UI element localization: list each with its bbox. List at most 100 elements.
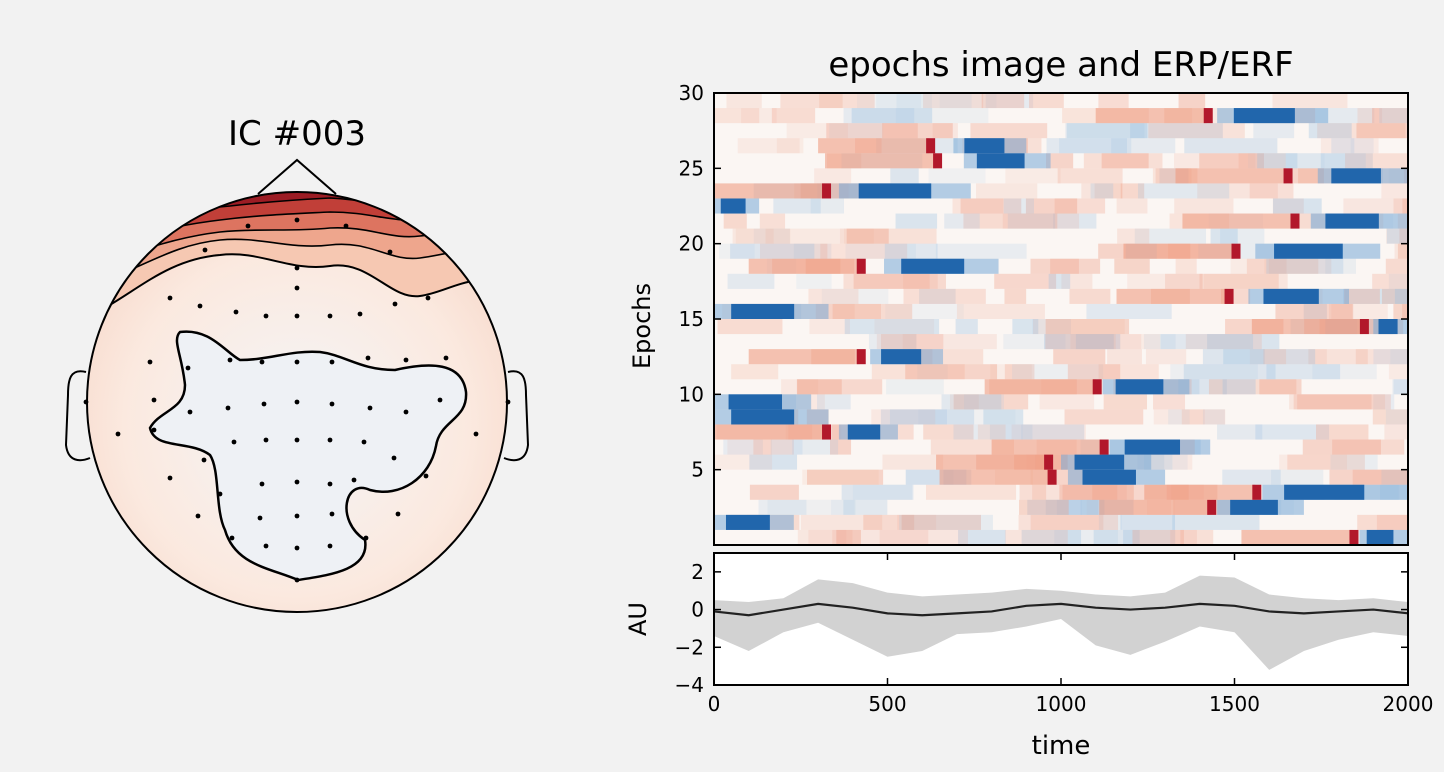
heatmap-noise <box>919 288 956 304</box>
heatmap-noise <box>1397 243 1408 259</box>
heatmap-blue-core <box>1325 213 1379 229</box>
heatmap-noise <box>1086 303 1172 319</box>
heatmap-noise <box>1032 319 1071 335</box>
heatmap-noise <box>1343 198 1408 214</box>
epochs-heatmap <box>714 93 1408 545</box>
heatmap-noise <box>796 273 832 289</box>
heatmap-ytick-label: 15 <box>679 307 704 331</box>
heatmap-noise <box>1030 258 1101 274</box>
sensor-dot <box>263 313 269 319</box>
heatmap-noise <box>810 198 844 214</box>
heatmap-noise <box>1172 514 1260 530</box>
heatmap-noise <box>1045 319 1130 335</box>
heatmap-noise <box>1075 334 1114 350</box>
sensor-dot <box>423 473 429 479</box>
heatmap-noise <box>1332 439 1405 455</box>
heatmap-red-ramp <box>1095 108 1207 124</box>
heatmap-noise <box>1285 153 1366 169</box>
sensor-dot <box>294 265 300 271</box>
heatmap-noise <box>896 93 972 109</box>
heatmap-ytick-label: 10 <box>679 382 704 406</box>
erp-xtick-label: 1000 <box>1036 692 1087 716</box>
heatmap-noise <box>1390 349 1408 365</box>
sensor-dot <box>403 409 409 415</box>
heatmap-noise <box>1120 183 1145 199</box>
heatmap-noise <box>1388 273 1408 289</box>
heatmap-noise <box>932 123 958 139</box>
heatmap-noise <box>839 228 874 244</box>
heatmap-ytick-label: 5 <box>691 458 704 482</box>
heatmap-noise <box>758 499 807 515</box>
heatmap-red-peak <box>1203 108 1213 124</box>
heatmap-noise <box>1090 183 1114 199</box>
heatmap-noise <box>876 93 922 109</box>
heatmap-noise <box>1170 529 1197 545</box>
erp-ytick-label: 0 <box>691 598 704 622</box>
heatmap-noise <box>1107 349 1142 365</box>
sensor-dot <box>257 515 263 521</box>
heatmap-noise <box>1059 138 1132 154</box>
heatmap-noise <box>876 334 917 350</box>
heatmap-noise <box>843 273 930 289</box>
heatmap-blue-core <box>1074 454 1125 470</box>
heatmap-noise <box>949 394 979 410</box>
heatmap-noise <box>1331 138 1355 154</box>
heatmap-noise <box>981 93 1025 109</box>
heatmap-noise <box>1344 288 1408 304</box>
heatmap-noise <box>886 379 944 395</box>
heatmap-y-ticks: 5 10 15 20 25 30 <box>679 81 1408 482</box>
heatmap-noise <box>845 243 916 259</box>
heatmap-noise <box>1005 168 1061 184</box>
heatmap-noise <box>953 424 1023 440</box>
erp-xlabel: time <box>1032 731 1091 761</box>
heatmap-noise <box>1145 349 1187 365</box>
heatmap-noise <box>879 529 968 545</box>
heatmap-noise <box>1312 364 1377 380</box>
sensor-dot <box>425 295 431 301</box>
heatmap-noise <box>1045 499 1099 515</box>
heatmap-noise <box>1203 273 1288 289</box>
heatmap-noise <box>1356 123 1408 139</box>
heatmap-noise <box>1342 288 1408 304</box>
heatmap-noise <box>895 108 989 124</box>
heatmap-noise <box>1098 364 1159 380</box>
heatmap-noise <box>1208 379 1297 395</box>
heatmap-noise <box>780 93 875 109</box>
heatmap-noise <box>1399 228 1408 244</box>
heatmap-noise <box>1030 514 1119 530</box>
sensor-dot <box>473 431 479 437</box>
heatmap-noise <box>1048 273 1071 289</box>
heatmap-noise <box>889 409 947 425</box>
sensor-dot <box>392 301 398 307</box>
heatmap-noise <box>1053 213 1097 229</box>
heatmap-noise <box>1054 198 1106 214</box>
heatmap-noise <box>1388 364 1408 380</box>
heatmap-noise <box>1259 379 1302 395</box>
heatmap-noise <box>1246 258 1319 274</box>
heatmap-noise <box>786 123 848 139</box>
heatmap-noise <box>885 303 964 319</box>
sensor-dot <box>187 409 193 415</box>
erp-ylabel: AU <box>624 602 652 636</box>
heatmap-noise <box>1394 288 1408 304</box>
heatmap-noise <box>994 273 1057 289</box>
sensor-dot <box>351 477 357 483</box>
heatmap-noise <box>977 424 1006 440</box>
heatmap-red-peak <box>926 138 936 154</box>
heatmap-blue-core <box>847 424 881 440</box>
heatmap-noise <box>844 228 937 244</box>
heatmap-noise <box>1273 198 1322 214</box>
heatmap-noise <box>901 514 981 530</box>
erp-ytick-label: −4 <box>675 673 704 697</box>
heatmap-blue-core <box>1263 288 1319 304</box>
heatmap-blue-core <box>1115 379 1164 395</box>
heatmap-noise <box>1217 424 1263 440</box>
heatmap-noise <box>1386 228 1408 244</box>
heatmap-noise <box>714 108 760 124</box>
heatmap-noise <box>727 273 775 289</box>
heatmap-blue-core <box>1082 469 1136 485</box>
sensor-dot <box>294 399 300 405</box>
heatmap-noise <box>983 409 1024 425</box>
heatmap-red-ramp <box>748 349 860 365</box>
heatmap-noise <box>759 213 786 229</box>
